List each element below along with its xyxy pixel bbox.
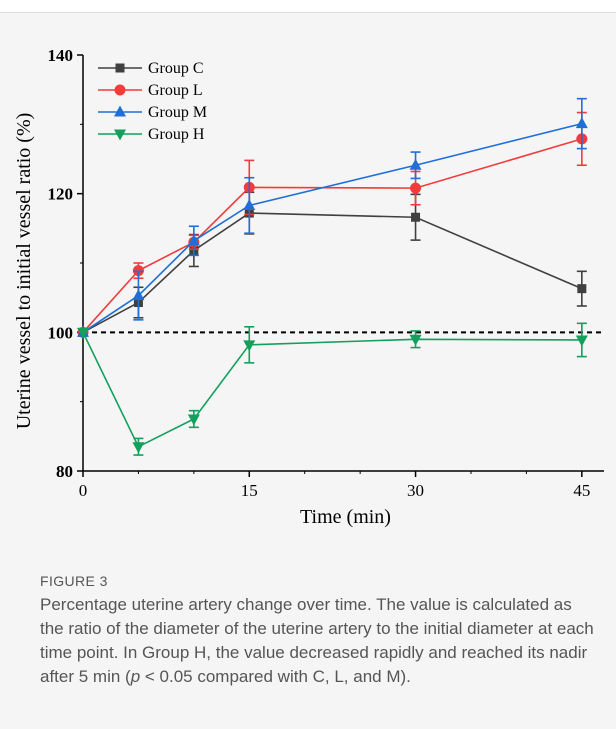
group-h-point bbox=[243, 340, 256, 352]
group-c-point bbox=[411, 212, 421, 222]
group-m-point bbox=[132, 289, 145, 301]
group-l-point bbox=[410, 182, 422, 194]
legend-group-l-label: Group L bbox=[148, 82, 203, 99]
group-m-point bbox=[575, 117, 588, 129]
legend-group-h-marker bbox=[114, 129, 126, 141]
caption-p-symbol: p bbox=[130, 667, 141, 686]
group-l-line bbox=[82, 138, 583, 333]
group-h-point bbox=[575, 335, 588, 347]
figure-panel: 80 100 120 140 0 15 30 45 Time (min) Uterine vess… bbox=[0, 12, 616, 729]
group-c-point bbox=[577, 284, 587, 294]
y-tick-label: 120 bbox=[48, 185, 74, 204]
y-axis-label: Uterine vessel to initial vessel ratio (… bbox=[13, 113, 35, 430]
legend-group-l-marker bbox=[114, 84, 126, 96]
group-m-point bbox=[187, 234, 200, 246]
x-tick-label: 0 bbox=[79, 481, 88, 500]
figure-caption: FIGURE 3 Percentage uterine artery chang… bbox=[40, 573, 596, 689]
group-h-point bbox=[187, 414, 200, 426]
group-c-line bbox=[82, 212, 583, 334]
figure-label: FIGURE 3 bbox=[40, 573, 108, 589]
x-axis-label: Time (min) bbox=[300, 506, 391, 528]
group-h-point bbox=[132, 442, 145, 454]
x-tick-label: 30 bbox=[407, 481, 424, 500]
group-m-point bbox=[243, 198, 256, 210]
legend-group-m-label: Group M bbox=[148, 104, 207, 121]
caption-text-end: < 0.05 compared with C, L, and M). bbox=[140, 667, 411, 686]
legend-group-c-label: Group C bbox=[148, 60, 204, 77]
legend-group-c-marker bbox=[115, 63, 125, 73]
x-tick-label: 15 bbox=[241, 481, 258, 500]
group-h-line bbox=[82, 331, 582, 448]
group-h-point bbox=[409, 334, 422, 346]
line-chart: 80 100 120 140 0 15 30 45 Time (min) Uterine vess… bbox=[13, 46, 604, 528]
caption-text: Percentage uterine artery change over ti… bbox=[40, 593, 596, 689]
y-tick-label: 140 bbox=[48, 46, 74, 65]
plot-area bbox=[83, 55, 604, 471]
y-tick-label: 100 bbox=[48, 323, 74, 342]
y-tick-label: 80 bbox=[56, 462, 73, 481]
legend-group-m-marker bbox=[114, 105, 126, 117]
legend-group-h-label: Group H bbox=[148, 126, 205, 143]
group-h-point bbox=[77, 327, 89, 339]
group-m-line bbox=[82, 122, 583, 334]
group-m-point bbox=[409, 158, 422, 170]
caption-text-main: Percentage uterine artery change over ti… bbox=[40, 595, 594, 686]
x-tick-label: 45 bbox=[573, 481, 590, 500]
